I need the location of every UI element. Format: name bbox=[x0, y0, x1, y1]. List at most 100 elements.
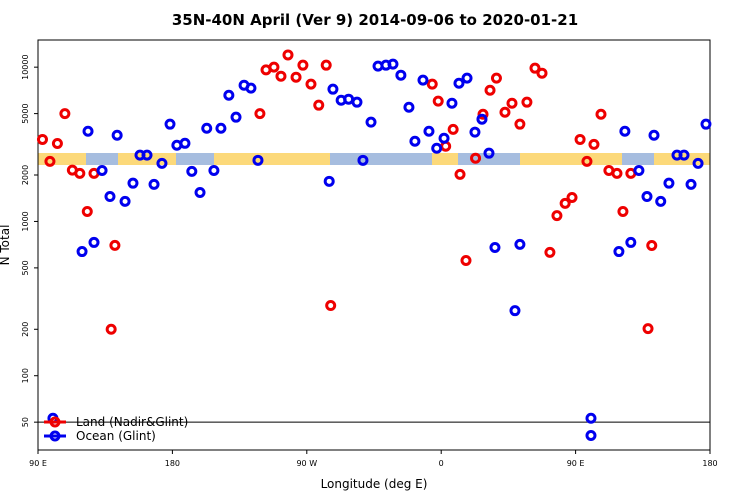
x-tick-label: 90 E bbox=[29, 459, 47, 468]
point bbox=[104, 191, 116, 203]
point bbox=[96, 164, 108, 176]
x-tick-label: 0 bbox=[439, 459, 444, 468]
point bbox=[483, 147, 495, 159]
point bbox=[156, 157, 168, 169]
point bbox=[245, 82, 257, 94]
chart-title: 35N-40N April (Ver 9) 2014-09-06 to 2020… bbox=[172, 11, 578, 29]
y-tick-label: 10000 bbox=[21, 54, 30, 79]
plot-frame bbox=[37, 39, 711, 451]
x-tick-label: 180 bbox=[702, 459, 717, 468]
point bbox=[509, 305, 521, 317]
point bbox=[619, 125, 631, 137]
point bbox=[59, 108, 71, 120]
legend-label: Land (Nadir&Glint) bbox=[76, 415, 188, 429]
point bbox=[111, 129, 123, 141]
y-tick-label: 2000 bbox=[21, 165, 30, 185]
point bbox=[470, 152, 482, 164]
point bbox=[357, 154, 369, 166]
point bbox=[585, 429, 597, 441]
point bbox=[588, 138, 600, 150]
point bbox=[506, 97, 518, 109]
point bbox=[323, 175, 335, 187]
y-axis-label: N Total bbox=[0, 225, 12, 266]
point bbox=[44, 155, 56, 167]
legend: Land (Nadir&Glint)Ocean (Glint) bbox=[44, 415, 188, 443]
point bbox=[453, 77, 465, 89]
y-tick-label: 100 bbox=[21, 368, 30, 383]
point bbox=[320, 59, 332, 71]
point bbox=[254, 108, 266, 120]
point bbox=[36, 133, 48, 145]
point bbox=[490, 72, 502, 84]
point bbox=[141, 149, 153, 161]
point bbox=[700, 118, 712, 130]
point bbox=[678, 149, 690, 161]
point bbox=[223, 89, 235, 101]
point bbox=[119, 195, 131, 207]
point bbox=[595, 108, 607, 120]
point bbox=[611, 167, 623, 179]
point bbox=[365, 116, 377, 128]
y-tick-label: 200 bbox=[21, 322, 30, 337]
x-tick-label: 90 W bbox=[296, 459, 317, 468]
point bbox=[74, 167, 86, 179]
point bbox=[484, 84, 496, 96]
point bbox=[201, 122, 213, 134]
point bbox=[461, 72, 473, 84]
point bbox=[305, 78, 317, 90]
point bbox=[613, 246, 625, 258]
point bbox=[646, 240, 658, 252]
point bbox=[395, 69, 407, 81]
point bbox=[252, 154, 264, 166]
x-tick-label: 90 E bbox=[567, 459, 585, 468]
point bbox=[351, 96, 363, 108]
point bbox=[327, 83, 339, 95]
point bbox=[685, 178, 697, 190]
point bbox=[297, 59, 309, 71]
point bbox=[447, 123, 459, 135]
point bbox=[148, 178, 160, 190]
point bbox=[88, 236, 100, 248]
point bbox=[432, 95, 444, 107]
point bbox=[275, 70, 287, 82]
point bbox=[633, 164, 645, 176]
point bbox=[76, 246, 88, 258]
point bbox=[81, 205, 93, 217]
y-tick-label: 1000 bbox=[21, 211, 30, 231]
point bbox=[446, 97, 458, 109]
point bbox=[655, 195, 667, 207]
point bbox=[82, 125, 94, 137]
point bbox=[387, 58, 399, 70]
point bbox=[426, 78, 438, 90]
point bbox=[423, 125, 435, 137]
series bbox=[47, 58, 712, 441]
land-band bbox=[520, 153, 622, 165]
point bbox=[208, 164, 220, 176]
point bbox=[268, 61, 280, 73]
point bbox=[489, 241, 501, 253]
point bbox=[215, 122, 227, 134]
point bbox=[282, 49, 294, 61]
point bbox=[617, 205, 629, 217]
legend-label: Ocean (Glint) bbox=[76, 429, 156, 443]
point bbox=[179, 137, 191, 149]
point bbox=[663, 177, 675, 189]
point bbox=[581, 155, 593, 167]
point bbox=[409, 135, 421, 147]
point bbox=[51, 138, 63, 150]
x-tick-label: 180 bbox=[165, 459, 180, 468]
point bbox=[164, 118, 176, 130]
point bbox=[641, 191, 653, 203]
point bbox=[454, 168, 466, 180]
point bbox=[625, 236, 637, 248]
y-tick-label: 5000 bbox=[21, 103, 30, 123]
point bbox=[469, 126, 481, 138]
land-band bbox=[432, 153, 458, 165]
point bbox=[529, 62, 541, 74]
point bbox=[438, 132, 450, 144]
point bbox=[186, 165, 198, 177]
point bbox=[514, 118, 526, 130]
point bbox=[313, 99, 325, 111]
point bbox=[477, 108, 489, 120]
